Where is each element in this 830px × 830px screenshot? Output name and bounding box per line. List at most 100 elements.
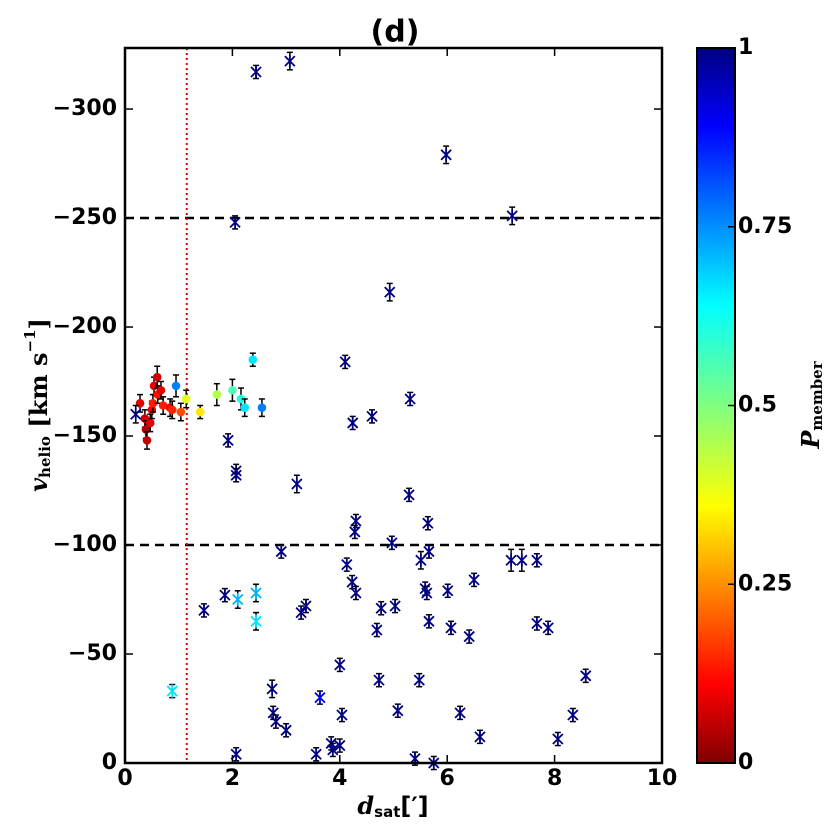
x-tick-label: 0 bbox=[117, 766, 132, 791]
star-point bbox=[341, 558, 353, 572]
star-point bbox=[300, 599, 312, 613]
star-point bbox=[445, 621, 457, 635]
star-point bbox=[280, 723, 292, 737]
star-point bbox=[468, 573, 480, 587]
member-point bbox=[142, 436, 152, 445]
star-point bbox=[404, 392, 416, 406]
x-tick-label: 10 bbox=[647, 766, 678, 791]
member-point bbox=[167, 405, 177, 415]
star-point bbox=[474, 730, 486, 744]
star-point bbox=[250, 65, 262, 79]
member-point bbox=[248, 355, 258, 365]
star-point bbox=[250, 614, 262, 628]
member-point bbox=[156, 385, 166, 395]
x-tick-label: 2 bbox=[225, 766, 240, 791]
star-point bbox=[440, 148, 452, 162]
star-point bbox=[295, 606, 307, 620]
star-point bbox=[463, 630, 475, 644]
star-point bbox=[423, 545, 435, 559]
star-point bbox=[232, 593, 244, 607]
colorbar-tick-label: 0.75 bbox=[738, 214, 792, 239]
member-point bbox=[195, 407, 205, 417]
x-tick-label: 4 bbox=[332, 766, 347, 791]
star-point bbox=[350, 586, 362, 600]
y-label-sup: −1 bbox=[21, 329, 39, 352]
star-point bbox=[310, 747, 322, 761]
y-tick-label: −50 bbox=[68, 641, 117, 666]
y-tick-label: −250 bbox=[53, 205, 117, 230]
y-tick-label: 0 bbox=[102, 750, 117, 775]
star-point bbox=[413, 673, 425, 687]
colorbar-label-main: P bbox=[796, 430, 825, 450]
star-point bbox=[516, 553, 528, 567]
star-point bbox=[454, 706, 466, 720]
member-point bbox=[181, 394, 191, 404]
y-label-sub: helio bbox=[36, 436, 54, 478]
star-point bbox=[222, 433, 234, 447]
star-point bbox=[230, 468, 242, 482]
star-point bbox=[130, 407, 142, 421]
star-point bbox=[284, 54, 296, 68]
star-point bbox=[334, 658, 346, 672]
star-point bbox=[250, 586, 262, 600]
star-point bbox=[531, 616, 543, 630]
colorbar-label-sub: member bbox=[808, 360, 826, 430]
x-label-rest: [′] bbox=[400, 792, 428, 820]
member-point bbox=[228, 385, 237, 395]
star-point bbox=[531, 553, 543, 567]
star-point bbox=[421, 586, 433, 600]
x-tick-label: 8 bbox=[547, 766, 562, 791]
star-point bbox=[403, 488, 415, 502]
colorbar-tick-label: 1 bbox=[738, 35, 753, 60]
star-point bbox=[314, 691, 326, 705]
y-tick-label: −150 bbox=[53, 423, 117, 448]
member-point bbox=[240, 403, 250, 412]
member-point bbox=[176, 407, 186, 417]
star-point bbox=[229, 215, 241, 229]
star-point bbox=[219, 588, 231, 602]
y-axis-label: vhelio [km s−1] bbox=[21, 318, 54, 492]
plot-frame bbox=[123, 46, 664, 765]
star-point bbox=[389, 599, 401, 613]
y-tick-label: −100 bbox=[53, 532, 117, 557]
star-point bbox=[198, 603, 210, 617]
star-point bbox=[275, 545, 287, 559]
colorbar-label: Pmember bbox=[796, 360, 827, 449]
star-point bbox=[384, 285, 396, 299]
star-point bbox=[542, 621, 554, 635]
x-label-sub: sat bbox=[374, 803, 400, 821]
y-tick-label: −300 bbox=[53, 96, 117, 121]
star-point bbox=[375, 601, 387, 615]
star-point bbox=[552, 732, 564, 746]
y-label-end: ] bbox=[24, 318, 53, 329]
star-point bbox=[366, 409, 378, 423]
star-point bbox=[442, 584, 454, 598]
member-point bbox=[145, 418, 155, 428]
star-point bbox=[347, 416, 359, 430]
star-point bbox=[392, 704, 404, 718]
x-label-main: d bbox=[357, 791, 374, 820]
star-point bbox=[423, 614, 435, 628]
star-point bbox=[336, 708, 348, 722]
star-point bbox=[506, 209, 518, 223]
star-point bbox=[327, 743, 339, 757]
star-point bbox=[346, 575, 358, 589]
x-tick-label: 6 bbox=[440, 766, 455, 791]
star-point bbox=[339, 355, 351, 369]
star-point bbox=[349, 525, 361, 539]
colorbar-tick-label: 0.25 bbox=[738, 571, 792, 596]
chart-title: (d) bbox=[371, 15, 420, 50]
star-point bbox=[291, 477, 303, 491]
star-point bbox=[580, 669, 592, 683]
colorbar-tick-label: 0 bbox=[738, 750, 753, 775]
x-axis-label: dsat[′] bbox=[357, 791, 428, 821]
star-point bbox=[422, 516, 434, 530]
star-point bbox=[270, 715, 282, 729]
y-label-main: v bbox=[24, 477, 53, 492]
member-point bbox=[212, 390, 222, 399]
star-point bbox=[230, 747, 242, 761]
member-point bbox=[171, 381, 181, 391]
y-label-rest: [km s bbox=[24, 352, 53, 436]
star-point bbox=[386, 536, 398, 550]
